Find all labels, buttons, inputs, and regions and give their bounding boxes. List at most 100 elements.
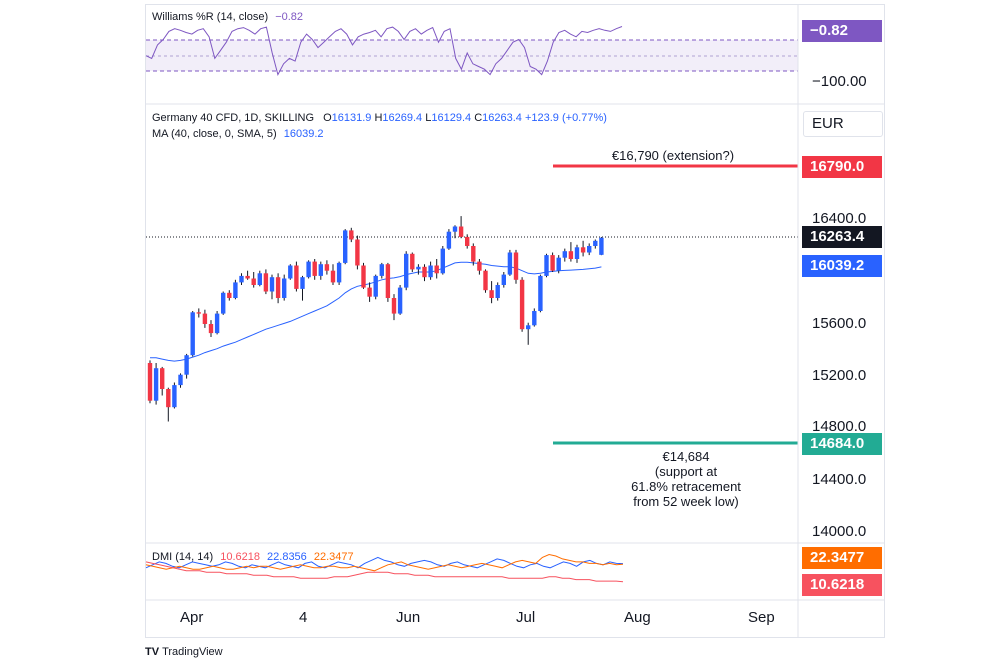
ma-badge: 16039.2	[802, 255, 882, 277]
candle-body	[526, 325, 531, 330]
ma-value: 16039.2	[283, 128, 324, 140]
candle-body	[434, 265, 439, 274]
wr-value: −0.82	[275, 11, 304, 23]
ma-title: MA (40, close, 0, SMA, 5)	[152, 128, 277, 140]
candle-body	[568, 251, 574, 259]
dmi-title: DMI (14, 14)	[152, 551, 214, 563]
candle-body	[519, 279, 525, 330]
x-tick: Aug	[624, 609, 651, 626]
candle-body	[221, 292, 226, 314]
candle-body	[410, 253, 415, 270]
candle-body	[489, 290, 494, 298]
candle-body	[355, 239, 360, 266]
support-annotation: €14,684 (support at 61.8% retracement fr…	[596, 449, 776, 509]
x-tick: 4	[299, 609, 308, 626]
candle-body	[245, 275, 250, 279]
candle-body	[446, 231, 452, 249]
dmi-v3: 22.3477	[313, 551, 354, 563]
y-tick: 15200.0	[812, 367, 867, 384]
candle-body	[507, 252, 513, 275]
candle-body	[440, 248, 445, 274]
candle-body	[538, 275, 543, 311]
resistance-annotation: €16,790 (extension?)	[611, 148, 735, 163]
candle-body	[269, 277, 275, 292]
dmi-minus-line	[145, 553, 624, 572]
candle-body	[227, 292, 232, 298]
support-annotation-line: 61.8% retracement	[631, 479, 741, 494]
y-tick: 14400.0	[812, 471, 867, 488]
candle-body	[147, 363, 153, 401]
wr-axis-label: −100.00	[812, 73, 867, 90]
candle-body	[190, 312, 195, 356]
wr-legend[interactable]: Williams %R (14, close) −0.82	[152, 11, 303, 23]
ohlc-open: 16131.9	[331, 112, 372, 124]
candle-body	[251, 278, 256, 285]
candle-body	[263, 273, 269, 292]
candle-body	[239, 275, 244, 283]
last-price-badge: 16263.4	[802, 226, 882, 248]
support-badge: 14684.0	[802, 433, 882, 455]
candle-body	[556, 257, 561, 271]
candle-body	[562, 251, 567, 258]
candle-body	[275, 277, 281, 298]
x-tick: Jun	[396, 609, 421, 626]
candles	[147, 216, 604, 422]
candle-body	[532, 311, 537, 326]
dmi-pane	[145, 553, 624, 583]
candle-body	[343, 230, 348, 263]
symbol-title: Germany 40 CFD, 1D, SKILLING	[152, 112, 314, 124]
candle-body	[471, 246, 476, 262]
x-tick: Jul	[516, 609, 536, 626]
candle-body	[379, 264, 384, 276]
ohlc-high-label: H	[374, 112, 383, 124]
candle-body	[233, 282, 238, 298]
y-tick: 15600.0	[812, 315, 867, 332]
adx-line	[145, 561, 624, 583]
candle-body	[477, 261, 482, 271]
candle-body	[422, 266, 427, 278]
candle-body	[312, 261, 317, 276]
candle-body	[544, 255, 549, 276]
wr-line	[145, 26, 623, 76]
candle-body	[172, 385, 177, 408]
candle-body	[184, 355, 189, 375]
y-tick: 14000.0	[812, 523, 867, 540]
ohlc-close-label: C	[474, 112, 483, 124]
support-annotation-line: €14,684	[662, 449, 710, 464]
support-annotation-line: (support at	[654, 464, 718, 479]
candle-body	[452, 226, 458, 232]
candle-body	[416, 266, 421, 270]
y-tick: 14800.0	[812, 418, 867, 435]
candle-body	[373, 275, 378, 297]
candle-body	[214, 313, 220, 334]
dmi-legend[interactable]: DMI (14, 14) 10.6218 22.8356 22.3477	[152, 551, 354, 563]
candle-body	[367, 287, 372, 297]
candle-body	[324, 264, 330, 271]
dmi-v2: 22.8356	[267, 551, 307, 563]
candle-body	[361, 265, 366, 288]
ohlc-close: 16263.4	[482, 112, 522, 124]
wr-value-badge: −0.82	[802, 20, 882, 42]
tradingview-logo[interactable]: TV TradingView	[145, 646, 223, 658]
price-pane	[146, 164, 798, 445]
candle-body	[599, 237, 604, 255]
candle-body	[306, 261, 311, 278]
dmi-v1: 10.6218	[220, 551, 260, 563]
candle-body	[483, 270, 488, 291]
candle-body	[574, 247, 580, 259]
candle-body	[580, 247, 586, 253]
candle-body	[318, 264, 323, 276]
candle-body	[160, 368, 165, 389]
ma-legend[interactable]: MA (40, close, 0, SMA, 5) 16039.2	[152, 128, 324, 140]
currency-button[interactable]: EUR	[803, 111, 883, 137]
candle-body	[166, 389, 171, 408]
y-tick: 16400.0	[812, 210, 867, 227]
dmi-orange-badge: 22.3477	[802, 547, 882, 569]
candle-body	[208, 324, 214, 334]
candle-body	[300, 277, 305, 289]
dmi-plus-line	[145, 556, 624, 569]
candle-body	[202, 313, 208, 324]
price-legend[interactable]: Germany 40 CFD, 1D, SKILLING O16131.9 H1…	[152, 112, 607, 124]
candle-body	[336, 262, 342, 283]
candle-body	[428, 265, 433, 278]
